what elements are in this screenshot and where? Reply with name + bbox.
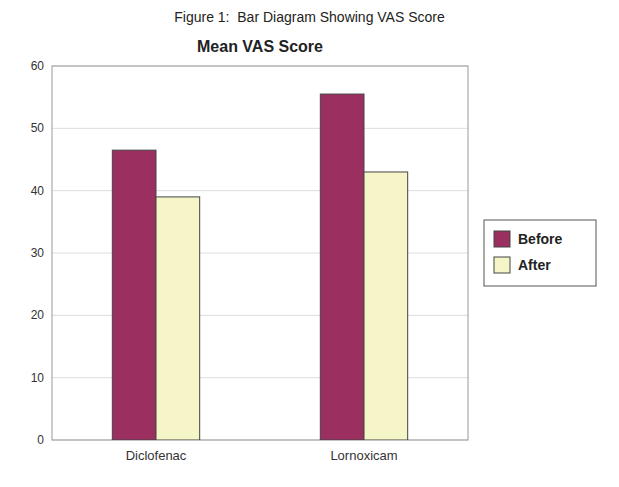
legend: Before After [484,220,596,286]
x-tick-label: Diclofenac [126,448,187,463]
x-tick-label: Lornoxicam [330,448,397,463]
y-tick-label: 20 [31,308,45,322]
chart: Figure 1: Bar Diagram Showing VAS Score M… [0,0,619,487]
y-tick-label: 30 [31,246,45,260]
legend-swatch [494,257,510,273]
bars [112,94,407,440]
y-tick-label: 40 [31,184,45,198]
chart-title: Mean VAS Score [197,38,323,55]
y-tick-label: 10 [31,371,45,385]
bar [364,172,408,440]
bar [320,94,364,440]
y-tick-label: 50 [31,121,45,135]
legend-frame [484,220,596,286]
grid-line [52,128,468,129]
legend-label: Before [518,231,563,247]
legend-label: After [518,257,551,273]
y-tick-label: 60 [31,59,45,73]
plot-frame [52,66,468,440]
legend-swatch [494,231,510,247]
grid [52,66,468,440]
bar [112,150,156,440]
y-tick-label: 0 [37,433,44,447]
bar [156,197,200,440]
figure-title: Figure 1: Bar Diagram Showing VAS Score [174,9,445,25]
